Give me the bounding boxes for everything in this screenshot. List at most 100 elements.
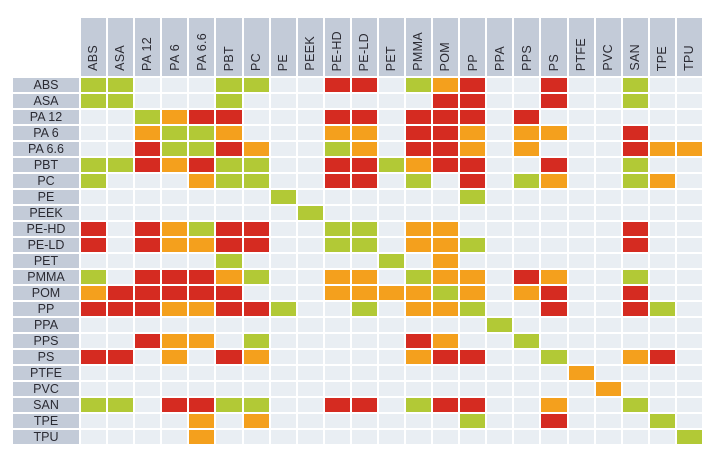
matrix-cell	[189, 238, 215, 252]
column-header: PBT	[216, 18, 242, 76]
row-label: PS	[13, 350, 79, 364]
matrix-cell	[81, 350, 107, 364]
matrix-cell	[270, 270, 296, 284]
matrix-cell	[514, 286, 540, 300]
matrix-cell	[351, 110, 377, 124]
column-header: PP	[460, 18, 486, 76]
matrix-cell	[351, 430, 377, 444]
matrix-cell	[270, 382, 296, 396]
matrix-cell	[433, 78, 459, 92]
matrix-cell	[135, 126, 161, 140]
matrix-cell	[378, 382, 405, 396]
matrix-cell	[595, 206, 621, 220]
matrix-cell	[460, 318, 486, 332]
matrix-cell	[270, 94, 296, 108]
matrix-cell	[622, 334, 648, 348]
matrix-cell	[433, 382, 459, 396]
matrix-cell	[460, 174, 486, 188]
matrix-cell	[243, 270, 269, 284]
matrix-cell	[81, 142, 107, 156]
matrix-cell	[568, 254, 594, 268]
matrix-cell	[162, 286, 188, 300]
matrix-cell	[81, 190, 107, 204]
matrix-cell	[460, 350, 486, 364]
matrix-cell	[595, 222, 621, 236]
matrix-cell	[649, 334, 675, 348]
matrix-cell	[622, 398, 648, 412]
matrix-cell	[622, 190, 648, 204]
matrix-cell	[514, 430, 540, 444]
matrix-cell	[568, 222, 594, 236]
matrix-cell	[541, 254, 567, 268]
matrix-cell	[541, 78, 567, 92]
matrix-cell	[433, 126, 459, 140]
matrix-cell	[162, 398, 188, 412]
matrix-cell	[649, 190, 675, 204]
matrix-cell	[460, 158, 486, 172]
matrix-cell	[568, 302, 594, 316]
matrix-cell	[270, 174, 296, 188]
column-header: PPA	[487, 18, 513, 76]
matrix-cell	[622, 206, 648, 220]
matrix-cell	[676, 398, 702, 412]
matrix-cell	[649, 430, 675, 444]
matrix-cell	[108, 206, 134, 220]
matrix-cell	[108, 318, 134, 332]
matrix-cell	[216, 126, 242, 140]
matrix-cell	[135, 238, 161, 252]
matrix-cell	[81, 174, 107, 188]
matrix-cell	[649, 270, 675, 284]
matrix-cell	[514, 398, 540, 412]
matrix-cell	[487, 318, 513, 332]
matrix-cell	[568, 158, 594, 172]
matrix-cell	[297, 302, 323, 316]
row-label: PE-LD	[13, 238, 79, 252]
matrix-cell	[351, 126, 377, 140]
matrix-cell	[162, 206, 188, 220]
matrix-cell	[595, 270, 621, 284]
matrix-cell	[378, 190, 405, 204]
matrix-cell	[324, 286, 350, 300]
matrix-cell	[433, 110, 459, 124]
matrix-cell	[406, 350, 432, 364]
matrix-cell	[406, 238, 432, 252]
matrix-cell	[351, 382, 377, 396]
matrix-cell	[243, 222, 269, 236]
matrix-cell	[649, 350, 675, 364]
matrix-cell	[595, 398, 621, 412]
matrix-cell	[216, 302, 242, 316]
matrix-cell	[433, 366, 459, 380]
matrix-cell	[676, 430, 702, 444]
matrix-cell	[406, 334, 432, 348]
matrix-cell	[568, 318, 594, 332]
column-header-text: PA 6.6	[194, 33, 209, 71]
matrix-cell	[541, 270, 567, 284]
matrix-cell	[243, 302, 269, 316]
matrix-cell	[406, 254, 432, 268]
row-label: TPU	[13, 430, 79, 444]
column-header-text: PS	[546, 53, 561, 71]
matrix-cell	[676, 318, 702, 332]
matrix-cell	[243, 126, 269, 140]
matrix-cell	[351, 174, 377, 188]
matrix-cell	[216, 78, 242, 92]
matrix-cell	[135, 366, 161, 380]
matrix-cell	[135, 318, 161, 332]
matrix-cell	[541, 94, 567, 108]
matrix-cell	[351, 318, 377, 332]
matrix-cell	[568, 398, 594, 412]
matrix-cell	[189, 206, 215, 220]
matrix-cell	[243, 238, 269, 252]
row-label: POM	[13, 286, 79, 300]
matrix-cell	[189, 94, 215, 108]
matrix-cell	[433, 94, 459, 108]
matrix-cell	[162, 302, 188, 316]
column-header: TPE	[649, 18, 675, 76]
matrix-cell	[243, 430, 269, 444]
matrix-cell	[270, 430, 296, 444]
matrix-cell	[514, 366, 540, 380]
column-header: TPU	[676, 18, 702, 76]
matrix-cell	[297, 414, 323, 428]
matrix-cell	[568, 350, 594, 364]
matrix-cell	[243, 94, 269, 108]
